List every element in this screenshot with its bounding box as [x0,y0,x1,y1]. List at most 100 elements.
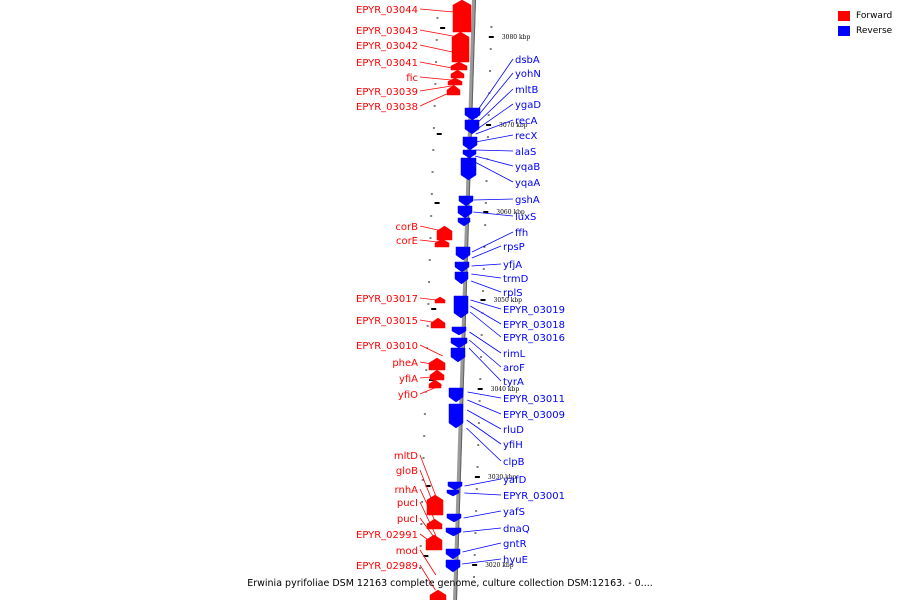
reverse-gene-label[interactable]: yfiH [503,440,523,451]
reverse-gene-feature[interactable] [454,271,469,285]
reverse-gene-label[interactable]: yqaA [515,178,540,189]
forward-gene-label[interactable]: yfiO [398,390,418,401]
forward-gene-feature[interactable] [452,0,472,33]
forward-gene-label[interactable]: EPYR_03017 [356,294,418,305]
forward-gene-feature[interactable] [447,77,463,86]
reverse-gene-label[interactable]: rplS [503,288,523,299]
forward-gene-feature[interactable] [436,225,453,241]
reverse-gene-feature[interactable] [458,195,474,207]
forward-leader-line [419,469,439,516]
reverse-leader-line [468,347,502,382]
reverse-gene-label[interactable]: mltB [515,85,538,96]
reverse-gene-feature[interactable] [457,217,471,227]
reverse-gene-label[interactable]: luxS [515,212,536,223]
reverse-gene-feature[interactable] [446,489,460,497]
forward-gene-feature[interactable] [426,494,444,516]
reverse-leader-line [474,155,514,167]
reverse-leader-line [469,331,502,354]
forward-gene-label[interactable]: corE [396,236,418,247]
reverse-gene-feature[interactable] [464,119,480,135]
reverse-gene-feature[interactable] [445,548,461,560]
scale-tick [474,476,480,478]
reverse-gene-feature[interactable] [450,337,468,349]
reverse-gene-feature[interactable] [455,246,471,261]
forward-gene-label[interactable]: pucI [397,514,418,525]
forward-gene-label[interactable]: EPYR_02989 [356,561,418,572]
reverse-gene-label[interactable]: trmD [503,274,529,285]
reverse-gene-feature[interactable] [448,403,464,429]
forward-gene-label[interactable]: yfiA [399,374,418,385]
forward-gene-label[interactable]: rnhA [395,485,419,496]
forward-gene-label[interactable]: EPYR_03041 [356,58,418,69]
reverse-gene-label[interactable]: dsbA [515,55,540,66]
reverse-gene-feature[interactable] [445,527,462,537]
reverse-gene-label[interactable]: EPYR_03001 [503,491,565,502]
reverse-gene-label[interactable]: clpB [503,457,525,468]
forward-gene-feature[interactable] [434,296,446,304]
reverse-gene-label[interactable]: ygaD [515,100,541,111]
reverse-gene-feature[interactable] [451,326,467,336]
reverse-gene-feature[interactable] [462,149,477,159]
reverse-gene-feature[interactable] [447,481,463,491]
forward-leader-line [419,564,436,591]
reverse-gene-label[interactable]: EPYR_03009 [503,410,565,421]
legend-label-reverse: Reverse [856,25,893,36]
reverse-gene-feature[interactable] [460,157,477,181]
forward-gene-feature[interactable] [450,69,465,79]
reverse-gene-feature[interactable] [448,387,464,403]
reverse-gene-label[interactable]: hyuE [503,555,528,566]
reverse-gene-label[interactable]: recA [515,116,538,127]
reverse-gene-label[interactable]: yafD [503,475,527,486]
forward-gene-label[interactable]: fic [406,73,418,84]
reverse-gene-label[interactable]: recX [515,131,538,142]
reverse-gene-feature[interactable] [453,295,469,319]
reverse-gene-label[interactable]: EPYR_03016 [503,333,565,344]
reverse-gene-label[interactable]: rluD [503,425,524,436]
reverse-gene-feature[interactable] [457,205,473,219]
reverse-gene-feature[interactable] [454,261,470,273]
forward-gene-label[interactable]: EPYR_03039 [356,87,418,98]
forward-gene-label[interactable]: EPYR_02991 [356,530,418,541]
reverse-gene-label[interactable]: dnaQ [503,524,530,535]
reverse-gene-label[interactable]: aroF [503,363,525,374]
forward-leader-line [419,225,447,233]
forward-gene-feature[interactable] [429,369,445,381]
forward-gene-label[interactable]: EPYR_03010 [356,341,418,352]
forward-gene-label[interactable]: mltD [394,451,418,462]
reverse-gene-label[interactable]: EPYR_03011 [503,394,565,405]
forward-gene-label[interactable]: corB [395,222,418,233]
forward-gene-label[interactable]: EPYR_03038 [356,102,418,113]
reverse-gene-label[interactable]: gshA [515,195,540,206]
forward-gene-label[interactable]: pucI [397,498,418,509]
reverse-gene-label[interactable]: yafS [503,507,525,518]
reverse-gene-label[interactable]: alaS [515,147,536,158]
forward-gene-label[interactable]: gloB [396,466,418,477]
forward-gene-label[interactable]: mod [396,546,418,557]
reverse-gene-feature[interactable] [450,347,466,363]
reverse-gene-feature[interactable] [445,559,461,573]
reverse-gene-label[interactable]: yqaB [515,162,540,173]
forward-gene-feature[interactable] [428,357,446,371]
forward-gene-feature[interactable] [428,379,442,389]
forward-gene-feature[interactable] [450,61,468,71]
forward-gene-label[interactable]: pheA [392,358,418,369]
forward-gene-label[interactable]: EPYR_03043 [356,26,418,37]
reverse-gene-feature[interactable] [446,513,462,523]
reverse-gene-label[interactable]: rimL [503,349,526,360]
forward-gene-feature[interactable] [429,589,447,600]
reverse-gene-label[interactable]: EPYR_03019 [503,305,565,316]
forward-gene-feature[interactable] [451,31,470,63]
forward-gene-label[interactable]: EPYR_03044 [356,5,418,16]
reverse-gene-label[interactable]: ffh [515,228,528,239]
reverse-gene-label[interactable]: EPYR_03018 [503,320,565,331]
forward-gene-feature[interactable] [434,238,450,248]
reverse-gene-label[interactable]: yfjA [503,260,522,271]
reverse-gene-label[interactable]: tyrA [503,377,524,388]
legend: Forward Reverse [838,8,892,38]
forward-gene-label[interactable]: EPYR_03015 [356,316,418,327]
reverse-gene-label[interactable]: yohN [515,69,541,80]
reverse-gene-feature[interactable] [462,136,478,151]
reverse-gene-label[interactable]: rpsP [503,242,525,253]
reverse-gene-label[interactable]: gntR [503,539,527,550]
forward-gene-label[interactable]: EPYR_03042 [356,41,418,52]
